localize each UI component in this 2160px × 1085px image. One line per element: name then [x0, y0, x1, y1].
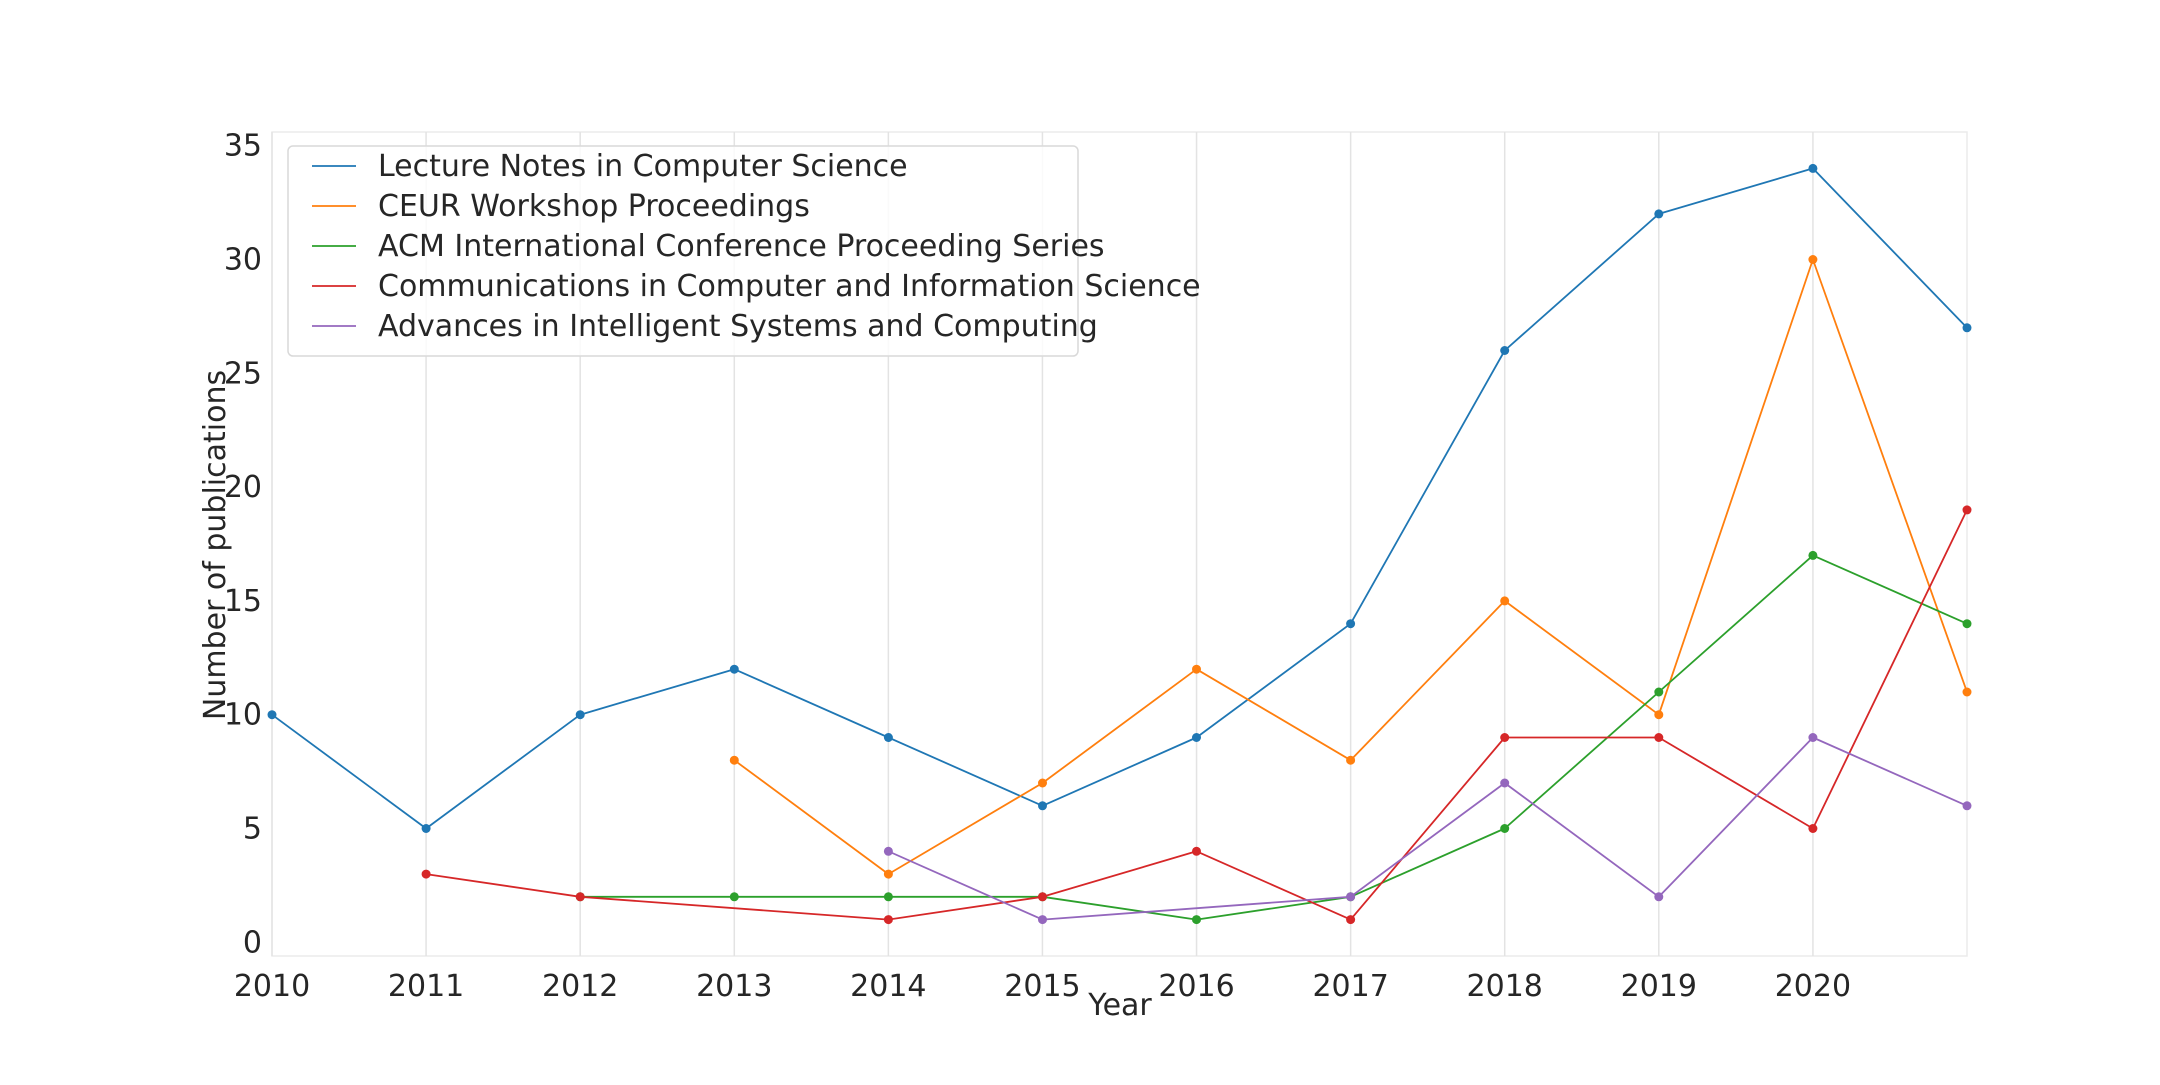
data-point	[1500, 596, 1510, 606]
data-point	[575, 892, 585, 902]
legend-label: Lecture Notes in Computer Science	[378, 149, 908, 184]
x-tick-label: 2014	[850, 969, 926, 1004]
x-tick-label: 2010	[234, 969, 310, 1004]
data-point	[1808, 163, 1818, 173]
data-point	[883, 869, 893, 879]
legend-label: ACM International Conference Proceeding …	[378, 229, 1105, 264]
x-tick-label: 2018	[1467, 969, 1543, 1004]
data-point	[1962, 505, 1972, 515]
legend-label: CEUR Workshop Proceedings	[378, 189, 810, 224]
y-tick-labels: 0 5 10 15 20 25 30 35	[224, 129, 262, 961]
data-point	[1038, 915, 1047, 925]
data-point	[1962, 687, 1972, 697]
data-point	[1038, 801, 1047, 811]
y-tick-label: 20	[224, 470, 262, 505]
data-point	[1808, 255, 1818, 264]
data-point	[1038, 892, 1047, 902]
y-tick-label: 10	[224, 698, 262, 733]
data-point	[1038, 778, 1047, 788]
y-tick-label: 30	[224, 242, 262, 277]
data-point	[1808, 824, 1818, 833]
legend-box	[287, 145, 1079, 357]
data-point	[1346, 755, 1356, 765]
data-point	[1962, 323, 1972, 333]
y-axis-label: Number of publications	[198, 370, 233, 720]
data-point	[1192, 733, 1201, 742]
x-tick-label: 2013	[696, 969, 772, 1004]
series-line	[425, 509, 1968, 921]
legend-label: Advances in Intelligent Systems and Comp…	[378, 309, 1098, 344]
data-point	[267, 710, 277, 720]
series-line	[271, 167, 1968, 830]
data-point	[1654, 733, 1664, 742]
x-tick-label: 2016	[1158, 969, 1234, 1004]
legend: Lecture Notes in Computer Science CEUR Wo…	[287, 145, 1201, 357]
x-tick-label: 2011	[388, 969, 464, 1004]
data-point	[421, 869, 431, 879]
data-point	[1654, 687, 1664, 697]
y-tick-label: 15	[224, 584, 262, 619]
y-tick-label: 5	[243, 812, 262, 847]
data-point	[1654, 710, 1664, 720]
x-tick-label: 2017	[1312, 969, 1388, 1004]
data-point	[1192, 664, 1201, 674]
series-2	[575, 550, 1972, 925]
data-point	[1808, 550, 1818, 560]
x-axis-label: Year	[1087, 988, 1152, 1023]
series-0	[267, 163, 1972, 833]
data-point	[1192, 846, 1201, 856]
data-point	[729, 892, 739, 902]
data-point	[1500, 778, 1510, 788]
series-line	[580, 554, 1968, 921]
data-point	[883, 915, 893, 925]
data-point	[883, 892, 893, 902]
data-point	[1654, 892, 1664, 902]
x-tick-label: 2015	[1004, 969, 1080, 1004]
data-point	[883, 846, 893, 856]
series-3	[421, 505, 1972, 925]
x-tick-label: 2012	[542, 969, 618, 1004]
data-point	[1808, 733, 1818, 742]
series-4	[883, 733, 1972, 925]
x-tick-label: 2019	[1621, 969, 1697, 1004]
data-point	[883, 733, 893, 742]
y-tick-label: 35	[224, 129, 262, 164]
x-tick-label: 2020	[1775, 969, 1851, 1004]
data-point	[1346, 915, 1356, 925]
series-lines	[267, 163, 1972, 925]
y-tick-label: 0	[243, 925, 262, 960]
data-point	[729, 664, 739, 674]
series-1	[729, 255, 1972, 879]
legend-label: Communications in Computer and Informati…	[378, 269, 1201, 304]
data-point	[1500, 346, 1510, 355]
data-point	[575, 710, 585, 720]
data-point	[1346, 619, 1356, 629]
x-tick-labels: 2010 2011 2012 2013 2014 2015 2016 2017 2018 2019…	[234, 969, 1851, 1004]
data-point	[1500, 824, 1510, 833]
data-point	[1192, 915, 1201, 925]
y-tick-label: 25	[224, 356, 262, 391]
data-point	[1346, 892, 1356, 902]
data-point	[1962, 619, 1972, 629]
data-point	[1654, 209, 1664, 219]
data-point	[729, 755, 739, 765]
data-point	[1962, 801, 1972, 811]
data-point	[1500, 733, 1510, 742]
data-point	[421, 824, 431, 833]
